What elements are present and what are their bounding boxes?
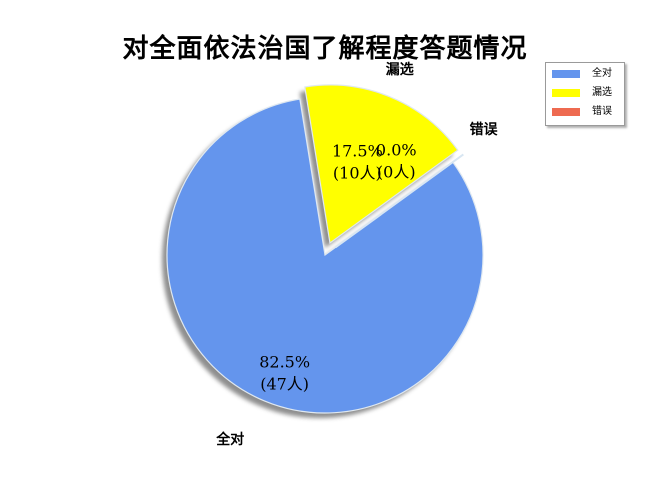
pie-slice-missed	[304, 84, 459, 245]
pie-slice-wrong	[334, 153, 464, 249]
pie-slice-full-correct	[166, 98, 484, 414]
category-label-full-correct: 全对	[215, 431, 244, 448]
legend-label-full-correct: 全对	[592, 68, 612, 79]
legend-swatch-full-correct	[552, 70, 580, 78]
category-label-missed: 漏选	[386, 61, 414, 78]
category-label-wrong: 错误	[470, 121, 499, 138]
chart-legend: 全对 漏选 错误	[545, 62, 625, 126]
count-label-missed: (10人)	[333, 163, 382, 182]
count-label-full-correct: (47人)	[260, 375, 309, 394]
legend-label-wrong: 错误	[592, 106, 612, 117]
legend-swatch-wrong	[552, 108, 580, 116]
count-label-wrong: (0人)	[377, 162, 416, 181]
legend-item-missed: 漏选	[552, 86, 622, 100]
percent-label-wrong: 0.0%	[376, 140, 417, 159]
chart-title: 对全面依法治国了解程度答题情况	[122, 34, 528, 64]
legend-label-missed: 漏选	[592, 87, 612, 98]
legend-item-full-correct: 全对	[552, 67, 622, 81]
percent-label-missed: 17.5%	[332, 141, 383, 160]
percent-label-full-correct: 82.5%	[259, 353, 310, 372]
legend-swatch-missed	[552, 89, 580, 97]
legend-item-wrong: 错误	[552, 105, 622, 119]
